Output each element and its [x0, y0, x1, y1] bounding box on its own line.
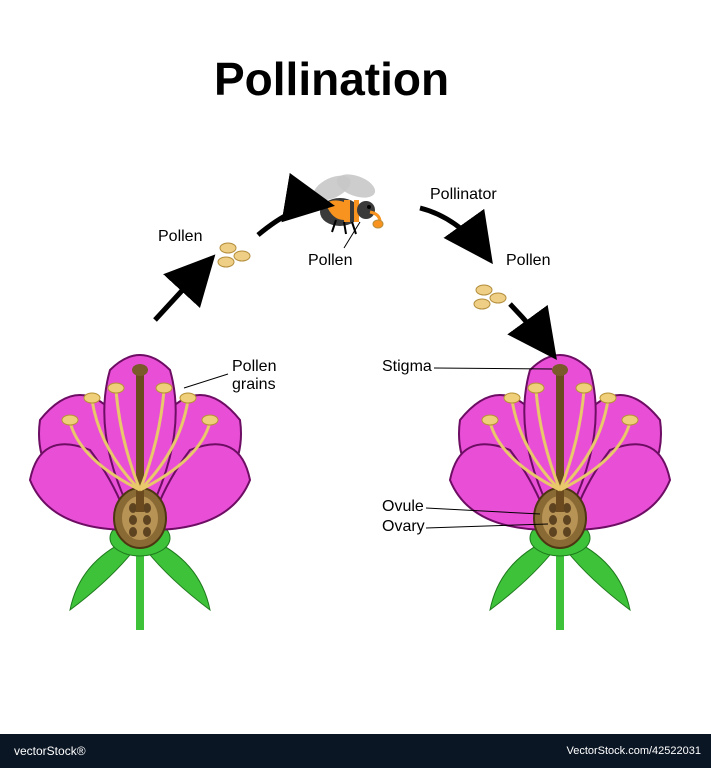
label-pollen-right: Pollen [506, 252, 550, 270]
footer-brand: vectorStock® [14, 744, 86, 758]
label-pollen-bee: Pollen [308, 252, 352, 270]
label-pollinator: Pollinator [430, 186, 497, 204]
flower-left [30, 355, 250, 630]
footer-attribution: VectorStock.com/42522031 [566, 745, 701, 757]
label-pollen-left: Pollen [158, 228, 202, 246]
artwork-svg [0, 0, 711, 734]
label-pollen-grains: Pollen grains [232, 358, 276, 394]
label-stigma: Stigma [382, 358, 432, 376]
pollen-cluster-left [218, 243, 250, 267]
label-ovule: Ovule [382, 498, 424, 516]
footer-bar: vectorStock® VectorStock.com/42522031 [0, 734, 711, 768]
pollen-cluster-right [474, 285, 506, 309]
flower-right [450, 355, 670, 630]
label-ovary: Ovary [382, 518, 425, 536]
diagram-canvas: Pollination [0, 0, 711, 768]
bee-icon [310, 170, 383, 234]
